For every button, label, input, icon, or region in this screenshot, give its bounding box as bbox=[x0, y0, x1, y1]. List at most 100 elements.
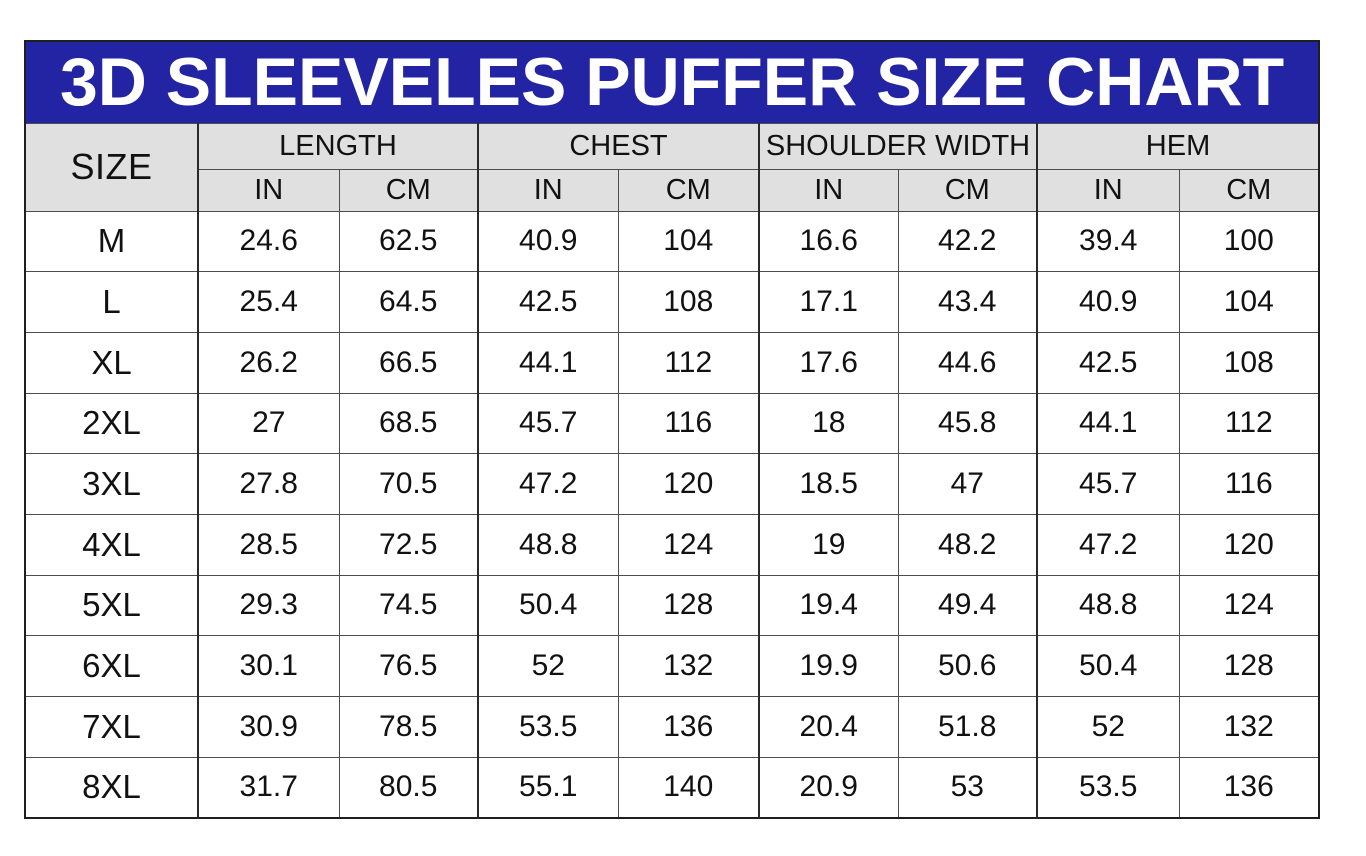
measurement-cell: 17.6 bbox=[758, 331, 899, 394]
measurement-cell: 20.4 bbox=[758, 696, 899, 758]
measurement-cell: 40.9 bbox=[1036, 271, 1180, 333]
measurement-cell: 132 bbox=[617, 635, 760, 697]
chart-title: 3D SLEEVELES PUFFER SIZE CHART bbox=[59, 44, 1285, 121]
measurement-cell: 48.8 bbox=[1036, 574, 1180, 637]
measurement-cell: 42.5 bbox=[477, 271, 619, 333]
measurement-cell: 76.5 bbox=[338, 635, 479, 697]
column-group-shoulder-width: SHOULDER WIDTH bbox=[758, 122, 1038, 170]
unit-header-chest-cm: CM bbox=[617, 168, 760, 212]
size-label-cell: 3XL bbox=[24, 453, 199, 515]
unit-header-length-in: IN bbox=[197, 168, 340, 212]
unit-header-hem-in: IN bbox=[1036, 168, 1180, 212]
measurement-cell: 100 bbox=[1178, 210, 1320, 273]
measurement-cell: 120 bbox=[1178, 513, 1320, 576]
measurement-cell: 78.5 bbox=[338, 696, 479, 758]
unit-header-chest-in: IN bbox=[477, 168, 619, 212]
column-group-length: LENGTH bbox=[197, 122, 479, 170]
size-label-cell: M bbox=[24, 210, 199, 273]
measurement-cell: 68.5 bbox=[338, 392, 479, 455]
measurement-cell: 30.1 bbox=[197, 635, 340, 697]
table-row: 2XL 27 68.5 45.7 116 18 45.8 44.1 112 bbox=[24, 392, 1320, 455]
unit-header-row: IN CM IN CM IN CM IN CM bbox=[25, 168, 1320, 212]
measurement-cell: 48.8 bbox=[477, 513, 619, 576]
measurement-cell: 44.6 bbox=[897, 331, 1038, 394]
size-label-cell: 4XL bbox=[24, 513, 199, 576]
size-label-cell: XL bbox=[24, 331, 199, 394]
measurement-cell: 45.8 bbox=[897, 392, 1038, 455]
measurement-cell: 45.7 bbox=[1036, 453, 1180, 515]
measurement-cell: 64.5 bbox=[338, 271, 479, 333]
measurement-cell: 112 bbox=[617, 331, 760, 394]
measurement-cell: 53 bbox=[897, 756, 1038, 819]
table-row: 8XL 31.7 80.5 55.1 140 20.9 53 53.5 136 bbox=[24, 756, 1320, 819]
measurement-cell: 80.5 bbox=[338, 756, 479, 819]
unit-header-length-cm: CM bbox=[338, 168, 479, 212]
size-label-cell: 2XL bbox=[24, 392, 199, 455]
measurement-cell: 17.1 bbox=[758, 271, 899, 333]
measurement-cell: 19 bbox=[758, 513, 899, 576]
measurement-cell: 104 bbox=[1178, 271, 1320, 333]
measurement-cell: 43.4 bbox=[897, 271, 1038, 333]
measurement-cell: 51.8 bbox=[897, 696, 1038, 758]
chart-title-bar: 3D SLEEVELES PUFFER SIZE CHART bbox=[24, 40, 1320, 124]
measurement-cell: 42.5 bbox=[1036, 331, 1180, 394]
measurement-cell: 28.5 bbox=[197, 513, 340, 576]
measurement-cell: 66.5 bbox=[338, 331, 479, 394]
measurement-cell: 50.4 bbox=[477, 574, 619, 637]
measurement-cell: 140 bbox=[617, 756, 760, 819]
measurement-cell: 52 bbox=[477, 635, 619, 697]
title-row: 3D SLEEVELES PUFFER SIZE CHART bbox=[24, 40, 1320, 124]
table-row: 4XL 28.5 72.5 48.8 124 19 48.2 47.2 120 bbox=[24, 513, 1320, 576]
measurement-cell: 120 bbox=[617, 453, 760, 515]
size-chart-body: M 24.6 62.5 40.9 104 16.6 42.2 39.4 100 L 25.4 64.5… bbox=[24, 210, 1320, 819]
unit-header-hem-cm: CM bbox=[1178, 168, 1320, 212]
measurement-cell: 52 bbox=[1036, 696, 1180, 758]
measurement-cell: 104 bbox=[617, 210, 760, 273]
table-row: L 25.4 64.5 42.5 108 17.1 43.4 40.9 104 bbox=[24, 271, 1320, 333]
measurement-cell: 53.5 bbox=[477, 696, 619, 758]
measurement-cell: 19.4 bbox=[758, 574, 899, 637]
measurement-cell: 19.9 bbox=[758, 635, 899, 697]
table-row: XL 26.2 66.5 44.1 112 17.6 44.6 42.5 108 bbox=[24, 331, 1320, 394]
column-header-size: SIZE bbox=[24, 122, 199, 212]
unit-header-shoulder-in: IN bbox=[758, 168, 899, 212]
measurement-cell: 39.4 bbox=[1036, 210, 1180, 273]
group-header-row: SIZE LENGTH CHEST SHOULDER WIDTH HEM bbox=[24, 122, 1320, 212]
measurement-cell: 53.5 bbox=[1036, 756, 1180, 819]
measurement-cell: 50.6 bbox=[897, 635, 1038, 697]
measurement-cell: 124 bbox=[1178, 574, 1320, 637]
measurement-cell: 112 bbox=[1178, 392, 1320, 455]
measurement-cell: 74.5 bbox=[338, 574, 479, 637]
measurement-cell: 132 bbox=[1178, 696, 1320, 758]
measurement-cell: 27.8 bbox=[197, 453, 340, 515]
measurement-cell: 108 bbox=[1178, 331, 1320, 394]
measurement-cell: 47.2 bbox=[1036, 513, 1180, 576]
measurement-cell: 31.7 bbox=[197, 756, 340, 819]
measurement-cell: 62.5 bbox=[338, 210, 479, 273]
measurement-cell: 16.6 bbox=[758, 210, 899, 273]
measurement-cell: 48.2 bbox=[897, 513, 1038, 576]
size-label-cell: 8XL bbox=[24, 756, 199, 819]
measurement-cell: 26.2 bbox=[197, 331, 340, 394]
measurement-cell: 20.9 bbox=[758, 756, 899, 819]
measurement-cell: 27 bbox=[197, 392, 340, 455]
unit-header-shoulder-cm: CM bbox=[897, 168, 1038, 212]
size-label-cell: 7XL bbox=[24, 696, 199, 758]
measurement-cell: 72.5 bbox=[338, 513, 479, 576]
measurement-cell: 128 bbox=[1178, 635, 1320, 697]
measurement-cell: 47 bbox=[897, 453, 1038, 515]
measurement-cell: 70.5 bbox=[338, 453, 479, 515]
measurement-cell: 116 bbox=[1178, 453, 1320, 515]
measurement-cell: 50.4 bbox=[1036, 635, 1180, 697]
size-label-cell: 6XL bbox=[24, 635, 199, 697]
measurement-cell: 49.4 bbox=[897, 574, 1038, 637]
measurement-cell: 108 bbox=[617, 271, 760, 333]
table-row: 6XL 30.1 76.5 52 132 19.9 50.6 50.4 128 bbox=[24, 635, 1320, 697]
measurement-cell: 44.1 bbox=[1036, 392, 1180, 455]
table-row: M 24.6 62.5 40.9 104 16.6 42.2 39.4 100 bbox=[24, 210, 1320, 273]
column-group-hem: HEM bbox=[1036, 122, 1320, 170]
measurement-cell: 29.3 bbox=[197, 574, 340, 637]
measurement-cell: 45.7 bbox=[477, 392, 619, 455]
measurement-cell: 124 bbox=[617, 513, 760, 576]
size-label-cell: L bbox=[24, 271, 199, 333]
